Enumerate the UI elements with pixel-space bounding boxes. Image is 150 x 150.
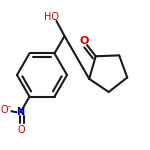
Text: O: O [1,105,8,115]
Text: O: O [18,125,25,135]
Text: HO: HO [44,12,59,22]
Text: O: O [79,36,89,46]
Text: N: N [16,107,25,117]
Text: -: - [8,102,11,111]
